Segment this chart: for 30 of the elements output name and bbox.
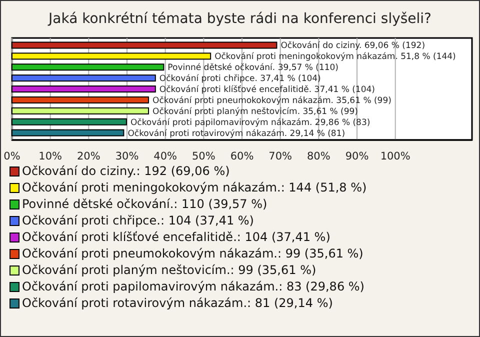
legend-label: Očkování proti pneumokokovým nákazám.: 99 (35,61 %) <box>22 246 364 260</box>
x-tick-label: 50% <box>192 150 216 162</box>
data-label: Očkování do ciziny. 69,06 % (192) <box>280 41 426 52</box>
x-tick-label: 30% <box>115 150 139 162</box>
x-tick-label: 10% <box>38 150 62 162</box>
x-tick-label: 20% <box>76 150 100 162</box>
chart-title: Jaká konkrétní témata byste rádi na konferenci slyšeli? <box>48 11 432 27</box>
x-tick-label: 100% <box>380 150 410 162</box>
x-tick-label: 40% <box>154 150 178 162</box>
x-tick-label: 90% <box>345 150 369 162</box>
data-label: Očkování proti meningokokovým nákazám. 51,8 % (144) <box>214 52 456 62</box>
legend-label: Povinné dětské očkování.: 110 (39,57 %) <box>22 197 268 211</box>
x-tick-label: 60% <box>230 150 254 162</box>
legend-label: Očkování proti planým neštovicím.: 99 (35,61 %) <box>22 263 316 277</box>
data-label: Očkování proti klíšťové encefalitidě. 37,41 % (104) <box>159 84 375 95</box>
legend-label: Očkování proti rotavirovým nákazám.: 81 (29,14 %) <box>22 296 333 310</box>
data-label: Očkování proti planým neštovicím. 35,61 % (99) <box>152 106 358 117</box>
data-label: Očkování proti chřipce. 37,41 % (104) <box>159 74 321 84</box>
legend-label: Očkování do ciziny.: 192 (69,06 %) <box>22 164 230 178</box>
data-label: Očkování proti papilomavirovým nákazám. 29,86 % (83) <box>130 118 370 128</box>
legend-label: Očkování proti papilomavirovým nákazám.: 83 (29,86 %) <box>22 280 364 294</box>
data-label: Očkování proti rotavirovým nákazám. 29,14 % (81) <box>128 128 346 139</box>
x-tick-label: 0% <box>4 150 20 162</box>
legend-label: Očkování proti klíšťové encefalitidě.: 104 (37,41 %) <box>22 230 330 244</box>
data-label: Očkování proti pneumokokovým nákazám. 35,61 % (99) <box>152 96 392 106</box>
legend-label: Očkování proti chřipce.: 104 (37,41 %) <box>22 214 254 228</box>
x-tick-label: 80% <box>306 150 330 162</box>
data-label: Povinné dětské očkování. 39,57 % (110) <box>168 63 339 74</box>
x-tick-label: 70% <box>268 150 292 162</box>
legend-label: Očkování proti meningokokovým nákazám.: 144 (51,8 %) <box>22 180 367 194</box>
